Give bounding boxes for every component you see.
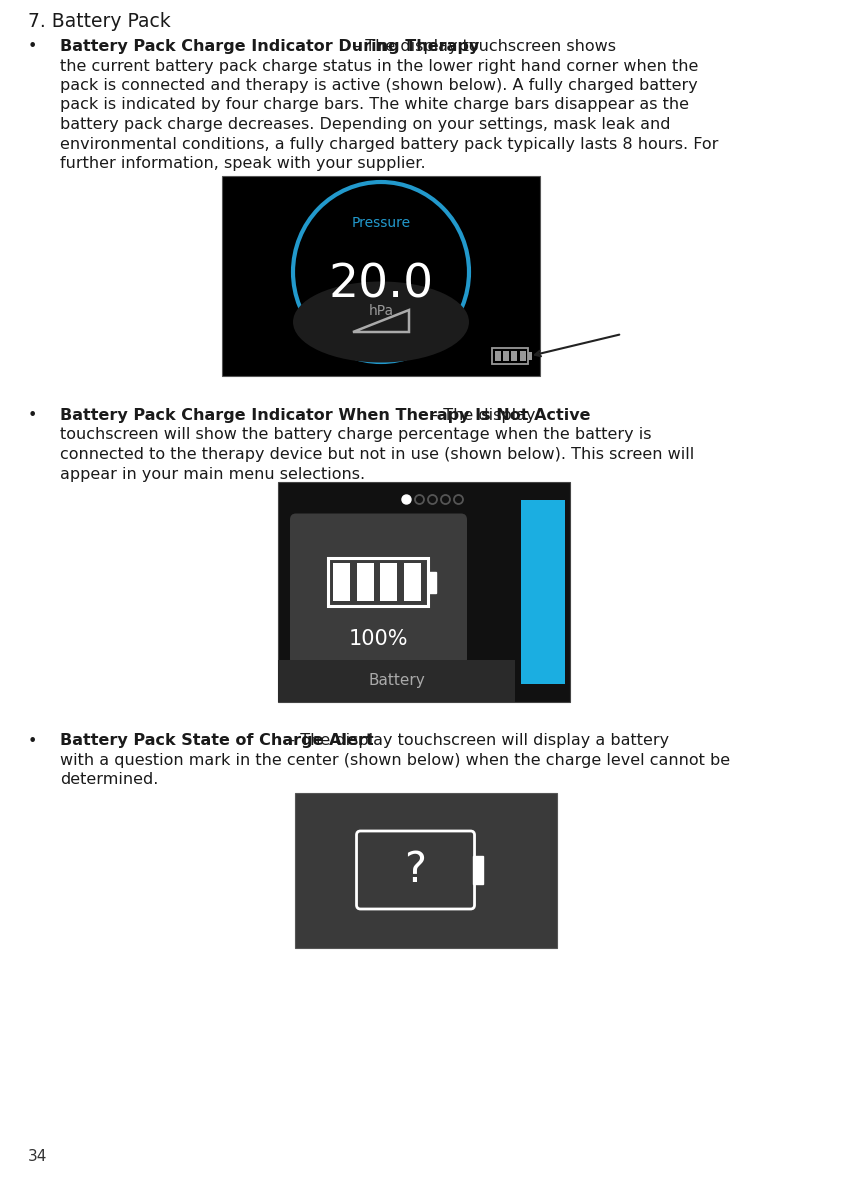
Text: •: • bbox=[28, 734, 38, 748]
Ellipse shape bbox=[293, 281, 468, 363]
Text: connected to the therapy device but not in use (shown below). This screen will: connected to the therapy device but not … bbox=[60, 447, 693, 462]
Text: with a question mark in the center (shown below) when the charge level cannot be: with a question mark in the center (show… bbox=[60, 753, 729, 768]
Text: ?: ? bbox=[404, 849, 426, 891]
Text: •: • bbox=[28, 39, 38, 54]
Text: pack is connected and therapy is active (shown below). A fully charged battery: pack is connected and therapy is active … bbox=[60, 78, 697, 93]
Circle shape bbox=[402, 495, 410, 504]
Bar bbox=[511, 351, 517, 361]
Text: battery pack charge decreases. Depending on your settings, mask leak and: battery pack charge decreases. Depending… bbox=[60, 117, 670, 132]
Text: – The display touchscreen will display a battery: – The display touchscreen will display a… bbox=[281, 734, 668, 748]
Text: Battery Pack Charge Indicator When Therapy Is Not Active: Battery Pack Charge Indicator When Thera… bbox=[60, 408, 589, 423]
Text: 100%: 100% bbox=[348, 629, 408, 649]
Text: hPa: hPa bbox=[368, 304, 393, 318]
Bar bbox=[527, 352, 531, 361]
FancyBboxPatch shape bbox=[290, 513, 467, 665]
Text: Pressure: Pressure bbox=[351, 216, 410, 230]
Bar bbox=[278, 660, 514, 701]
Bar bbox=[520, 500, 565, 683]
Text: the current battery pack charge status in the lower right hand corner when the: the current battery pack charge status i… bbox=[60, 58, 698, 73]
Text: appear in your main menu selections.: appear in your main menu selections. bbox=[60, 467, 365, 481]
Bar bbox=[222, 176, 539, 376]
Text: – The display touchscreen shows: – The display touchscreen shows bbox=[346, 39, 615, 54]
Text: further information, speak with your supplier.: further information, speak with your sup… bbox=[60, 156, 425, 171]
Bar bbox=[334, 564, 350, 602]
Text: – The display: – The display bbox=[425, 408, 535, 423]
Text: environmental conditions, a fully charged battery pack typically lasts 8 hours. : environmental conditions, a fully charge… bbox=[60, 136, 717, 151]
Text: •: • bbox=[28, 408, 38, 423]
Bar bbox=[428, 572, 436, 593]
Text: determined.: determined. bbox=[60, 773, 158, 787]
Text: 20.0: 20.0 bbox=[328, 262, 433, 307]
Bar bbox=[380, 564, 397, 602]
Bar bbox=[357, 564, 374, 602]
Bar bbox=[472, 856, 482, 884]
Bar bbox=[502, 351, 508, 361]
Text: touchscreen will show the battery charge percentage when the battery is: touchscreen will show the battery charge… bbox=[60, 428, 651, 442]
Bar bbox=[294, 792, 556, 948]
Bar bbox=[403, 564, 421, 602]
Bar bbox=[278, 481, 569, 701]
Bar bbox=[519, 351, 525, 361]
Text: 7. Battery Pack: 7. Battery Pack bbox=[28, 12, 171, 31]
Text: 34: 34 bbox=[28, 1149, 47, 1164]
Text: Battery Pack State of Charge Alert: Battery Pack State of Charge Alert bbox=[60, 734, 374, 748]
Bar bbox=[328, 558, 428, 606]
Bar bbox=[495, 351, 501, 361]
Text: Battery: Battery bbox=[368, 673, 425, 688]
Bar bbox=[491, 348, 527, 364]
Text: pack is indicated by four charge bars. The white charge bars disappear as the: pack is indicated by four charge bars. T… bbox=[60, 97, 688, 112]
Text: Battery Pack Charge Indicator During Therapy: Battery Pack Charge Indicator During The… bbox=[60, 39, 479, 54]
